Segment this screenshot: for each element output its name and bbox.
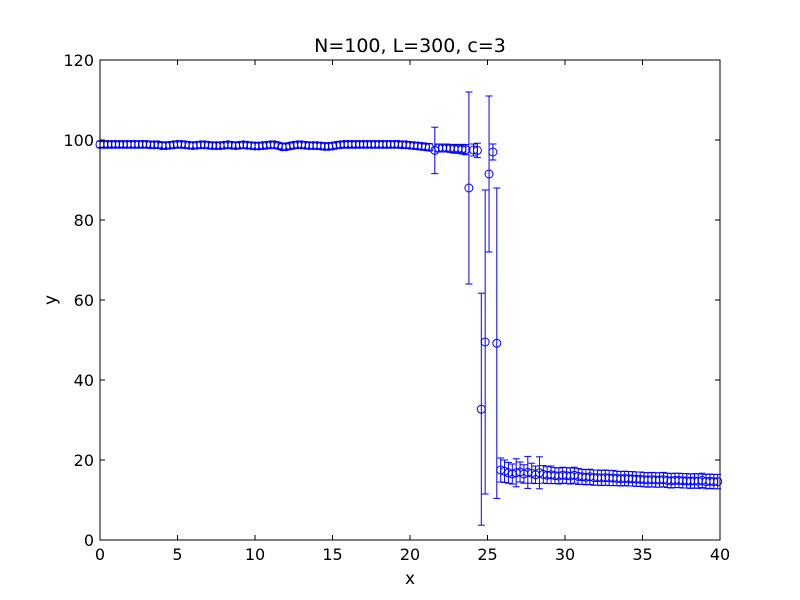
data-marks — [95, 91, 723, 526]
y-tick-label: 20 — [74, 451, 94, 470]
x-axis-label: x — [405, 569, 415, 589]
y-tick-label: 40 — [74, 371, 94, 390]
x-tick-label: 5 — [172, 545, 182, 564]
x-tick-label: 20 — [400, 545, 420, 564]
x-tick-label: 40 — [710, 545, 730, 564]
data-point — [713, 477, 723, 487]
chart-title: N=100, L=300, c=3 — [314, 35, 506, 57]
x-tick-label: 15 — [322, 545, 342, 564]
x-tick-label: 10 — [245, 545, 265, 564]
y-tick-label: 60 — [74, 291, 94, 310]
data-point — [472, 145, 482, 155]
x-axis: 0 5 10 15 20 25 30 35 40 — [95, 60, 730, 564]
x-tick-label: 25 — [477, 545, 497, 564]
y-tick-label: 80 — [74, 211, 94, 230]
data-point — [480, 337, 490, 347]
x-tick-label: 30 — [555, 545, 575, 564]
data-point — [484, 169, 494, 179]
data-point — [492, 338, 502, 348]
data-point — [464, 183, 474, 193]
plot-frame — [99, 59, 721, 541]
x-tick-label: 0 — [95, 545, 105, 564]
x-tick-label: 35 — [632, 545, 652, 564]
y-tick-label: 120 — [63, 51, 94, 70]
y-axis: 0 20 40 60 80 100 120 — [63, 51, 720, 550]
y-axis-label: y — [41, 295, 61, 305]
data-point — [488, 147, 498, 157]
y-tick-label: 100 — [63, 131, 94, 150]
data-point — [424, 142, 434, 152]
y-tick-label: 0 — [84, 531, 94, 550]
